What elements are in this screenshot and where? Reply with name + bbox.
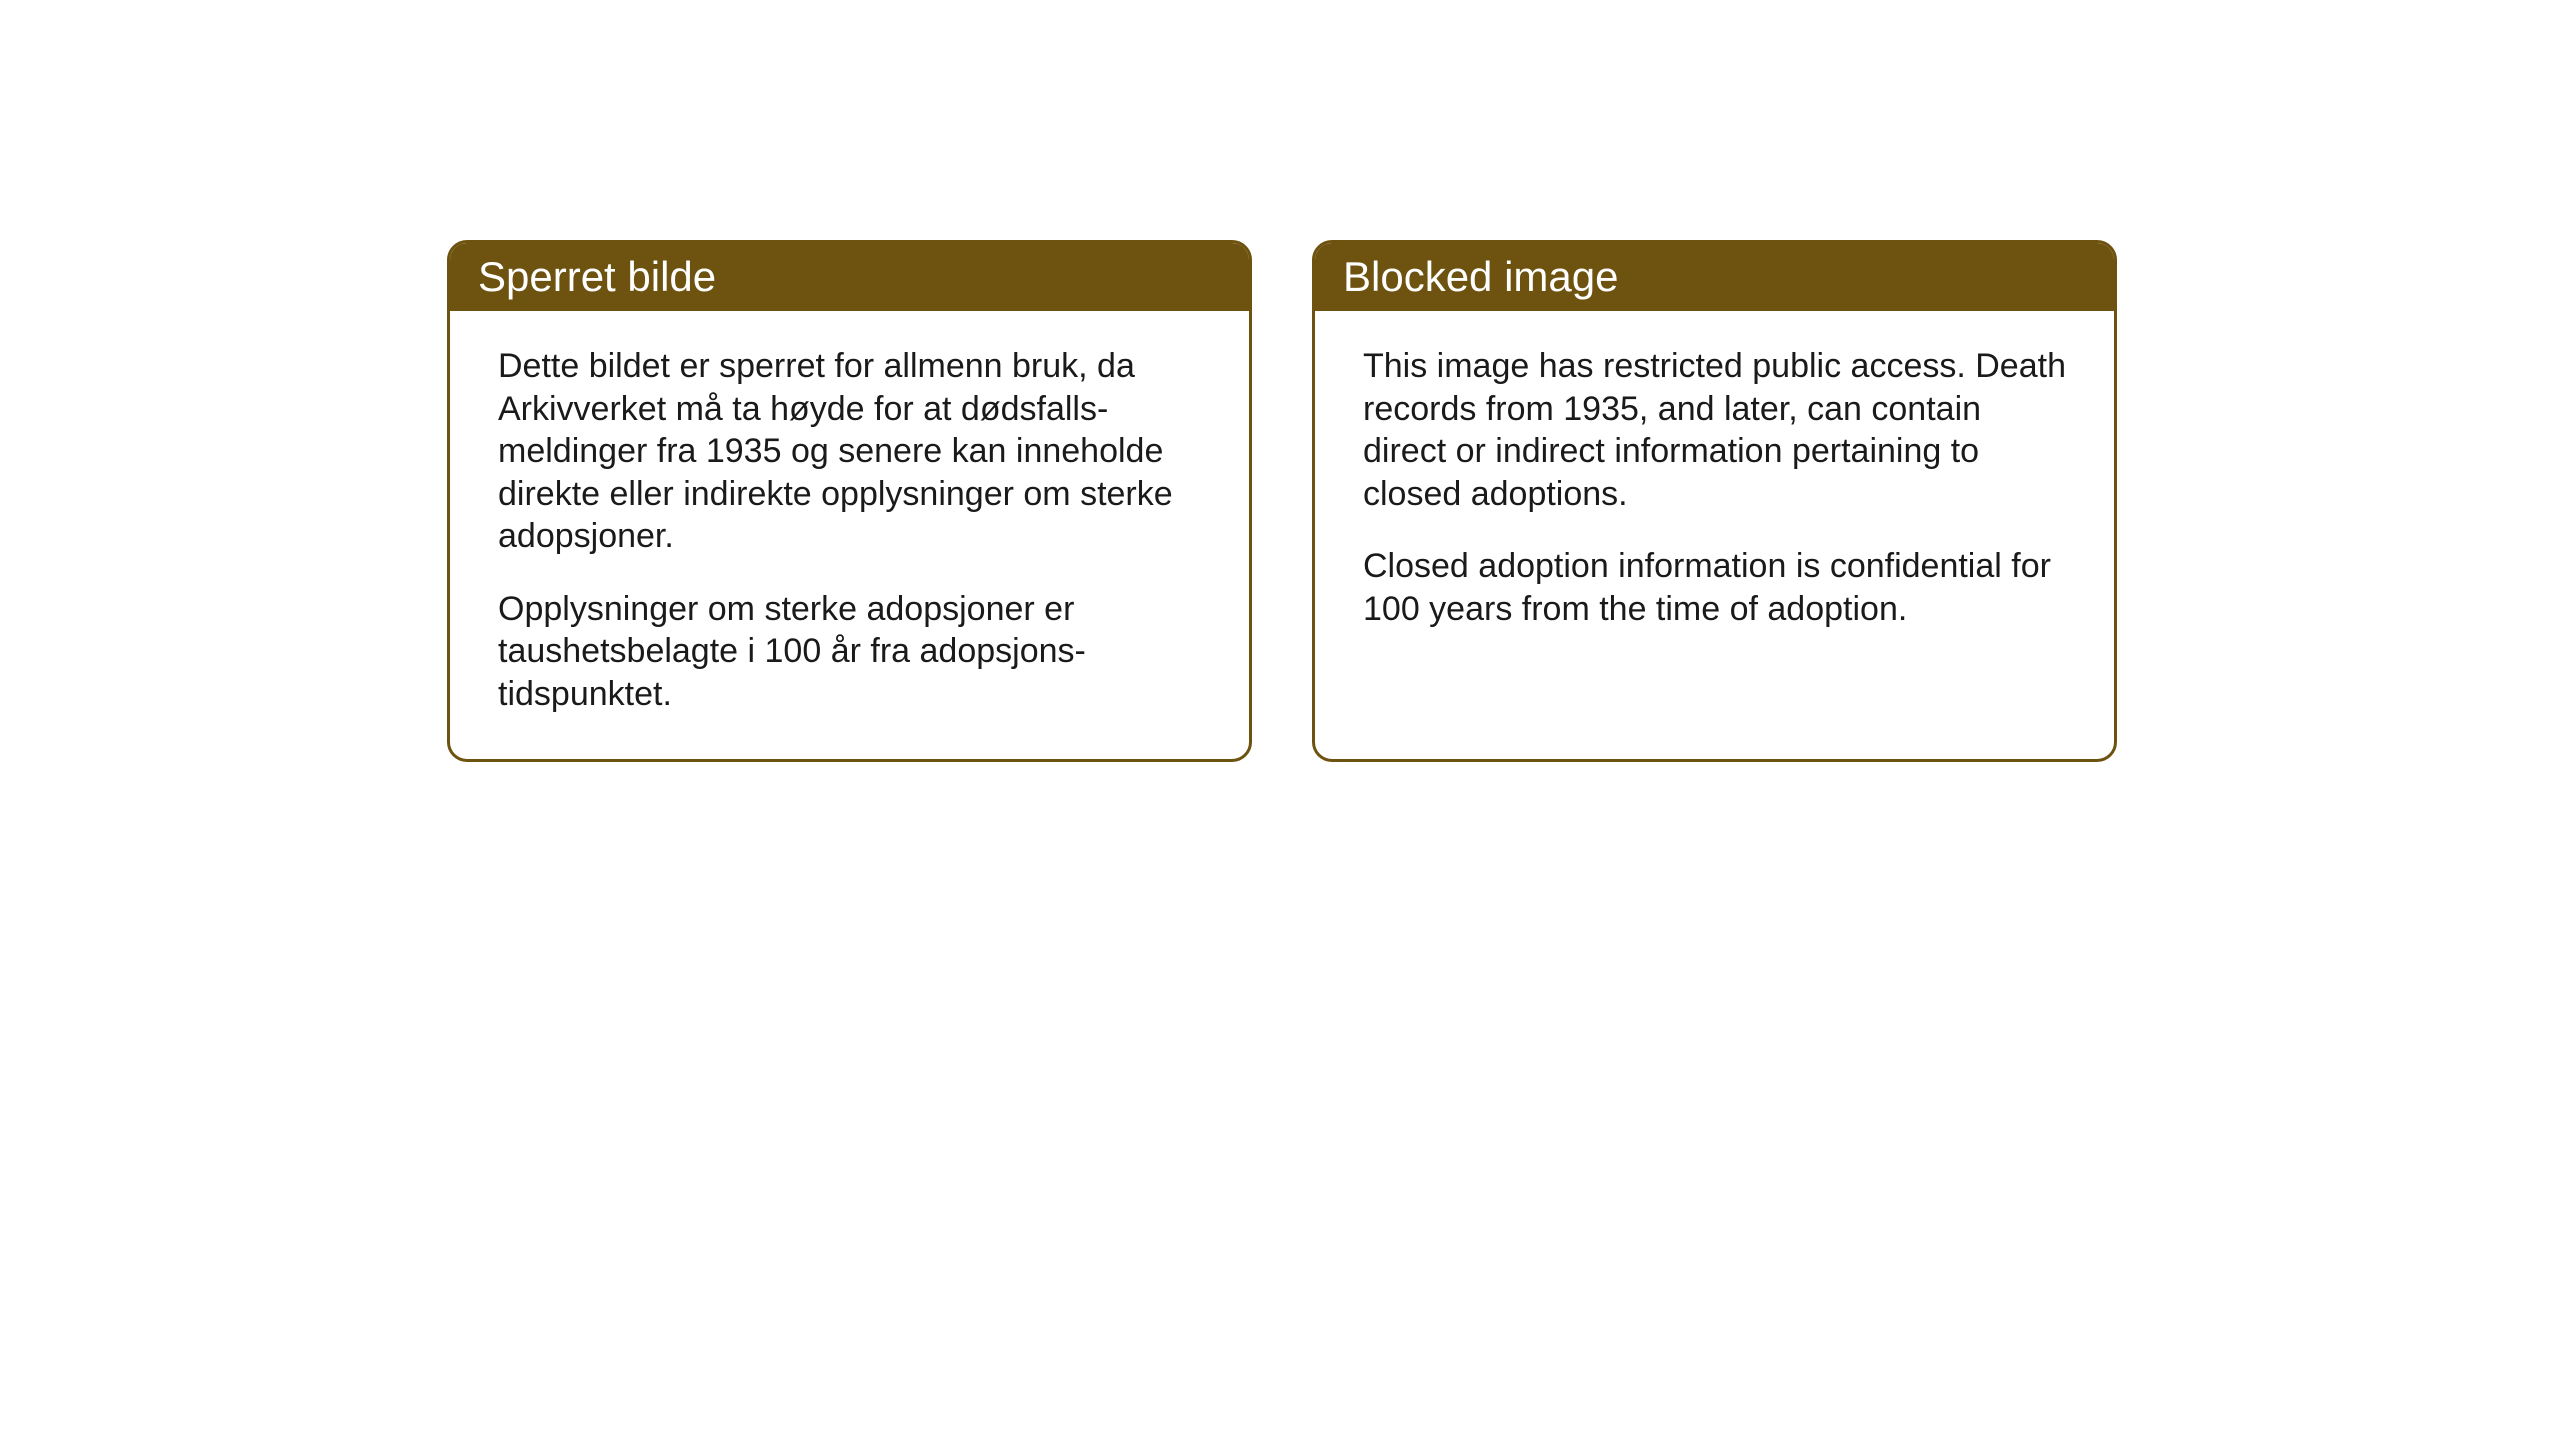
- notice-card-english: Blocked image This image has restricted …: [1312, 240, 2117, 762]
- notice-card-header: Sperret bilde: [450, 243, 1249, 311]
- notice-card-title: Sperret bilde: [478, 253, 716, 300]
- notice-paragraph: Dette bildet er sperret for allmenn bruk…: [498, 345, 1201, 558]
- notice-card-body: This image has restricted public access.…: [1315, 311, 2114, 674]
- notice-paragraph: This image has restricted public access.…: [1363, 345, 2066, 515]
- notice-card-header: Blocked image: [1315, 243, 2114, 311]
- notice-paragraph: Opplysninger om sterke adopsjoner er tau…: [498, 588, 1201, 716]
- notice-container: Sperret bilde Dette bildet er sperret fo…: [447, 240, 2117, 762]
- notice-card-title: Blocked image: [1343, 253, 1618, 300]
- notice-card-norwegian: Sperret bilde Dette bildet er sperret fo…: [447, 240, 1252, 762]
- notice-paragraph: Closed adoption information is confident…: [1363, 545, 2066, 630]
- notice-card-body: Dette bildet er sperret for allmenn bruk…: [450, 311, 1249, 759]
